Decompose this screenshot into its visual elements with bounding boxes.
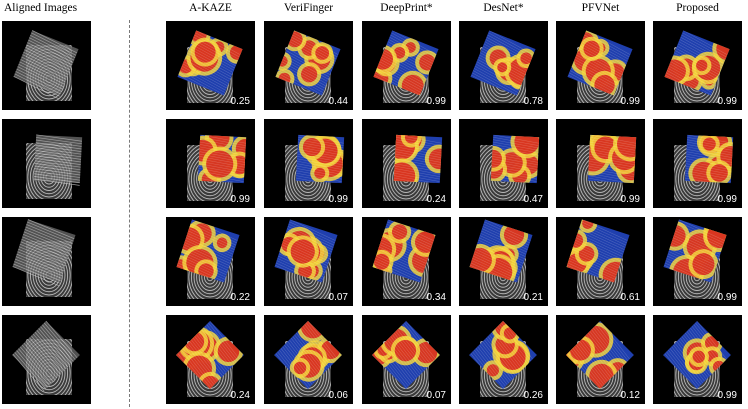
similarity-score: 0.22 [230, 292, 250, 303]
heatmap-cell: 0.99 [653, 217, 742, 306]
aligned-image-cell [2, 217, 91, 306]
heatmap-image [567, 30, 633, 103]
heatmap-image [664, 30, 730, 103]
column-header-verifinger: VeriFinger [283, 2, 334, 14]
similarity-score: 0.99 [717, 96, 737, 107]
heatmap-image [674, 134, 734, 201]
similarity-score: 0.99 [620, 96, 640, 107]
similarity-score: 0.07 [426, 390, 446, 401]
heatmap-image [566, 321, 634, 397]
similarity-score: 0.44 [328, 96, 348, 107]
similarity-score: 0.06 [328, 390, 348, 401]
heatmap-image [469, 219, 533, 299]
heatmap-image [176, 321, 244, 397]
similarity-score: 0.34 [426, 292, 446, 303]
heatmap-image [469, 321, 537, 397]
heatmap-cell: 0.47 [459, 119, 548, 208]
heatmap-image [663, 321, 731, 397]
aligned-image [12, 320, 80, 395]
heatmap-image [470, 30, 536, 103]
heatmap-cell: 0.07 [362, 315, 451, 404]
similarity-score: 0.99 [620, 194, 640, 205]
similarity-score: 0.99 [717, 292, 737, 303]
heatmap-cell: 0.06 [264, 315, 353, 404]
heatmap-image [176, 219, 240, 299]
heatmap-cell: 0.99 [653, 119, 742, 208]
similarity-score: 0.12 [620, 390, 640, 401]
similarity-score: 0.61 [620, 292, 640, 303]
heatmap-cell: 0.78 [459, 21, 548, 110]
aligned-image [13, 30, 79, 101]
heatmap-image [663, 219, 727, 299]
column-header-aligned-images: Aligned Images [4, 2, 78, 14]
heatmap-cell: 0.99 [653, 21, 742, 110]
similarity-score: 0.99 [717, 194, 737, 205]
heatmap-image [480, 134, 540, 201]
column-divider [129, 20, 130, 407]
heatmap-image [285, 134, 345, 201]
similarity-score: 0.25 [230, 96, 250, 107]
heatmap-image [177, 30, 243, 103]
similarity-score: 0.21 [523, 292, 543, 303]
aligned-image-cell [2, 119, 91, 208]
similarity-score: 0.99 [230, 194, 250, 205]
similarity-score: 0.99 [426, 96, 446, 107]
column-header-akaze: A-KAZE [189, 2, 232, 14]
heatmap-cell: 0.99 [556, 21, 645, 110]
heatmap-image [274, 219, 338, 299]
heatmap-image [566, 219, 630, 299]
aligned-image [26, 134, 83, 199]
heatmap-image [274, 321, 342, 397]
column-header-desnet: DesNet* [483, 2, 524, 14]
similarity-score: 0.24 [230, 390, 250, 401]
heatmap-image [373, 30, 439, 103]
similarity-score: 0.78 [523, 96, 543, 107]
heatmap-cell: 0.07 [264, 217, 353, 306]
heatmap-image [372, 219, 436, 299]
heatmap-cell: 0.12 [556, 315, 645, 404]
heatmap-cell: 0.99 [362, 21, 451, 110]
heatmap-cell: 0.24 [166, 315, 255, 404]
heatmap-cell: 0.99 [556, 119, 645, 208]
heatmap-cell: 0.22 [166, 217, 255, 306]
heatmap-cell: 0.24 [362, 119, 451, 208]
similarity-score: 0.26 [523, 390, 543, 401]
heatmap-cell: 0.99 [166, 119, 255, 208]
heatmap-cell: 0.99 [264, 119, 353, 208]
heatmap-image [383, 134, 443, 201]
heatmap-cell: 0.26 [459, 315, 548, 404]
aligned-image [12, 219, 76, 297]
heatmap-image [577, 134, 637, 201]
heatmap-cell: 0.25 [166, 21, 255, 110]
heatmap-cell: 0.99 [653, 315, 742, 404]
heatmap-cell: 0.44 [264, 21, 353, 110]
heatmap-image [275, 30, 341, 103]
aligned-image-cell [2, 315, 91, 404]
similarity-score: 0.47 [523, 194, 543, 205]
similarity-score: 0.99 [717, 390, 737, 401]
similarity-score: 0.99 [328, 194, 348, 205]
similarity-score: 0.24 [426, 194, 446, 205]
heatmap-cell: 0.21 [459, 217, 548, 306]
heatmap-image [372, 321, 440, 397]
heatmap-cell: 0.34 [362, 217, 451, 306]
column-header-deepprint: DeepPrint* [380, 2, 433, 14]
column-header-proposed: Proposed [676, 2, 719, 14]
column-header-pfvnet: PFVNet [581, 2, 620, 14]
heatmap-cell: 0.61 [556, 217, 645, 306]
aligned-image-cell [2, 21, 91, 110]
similarity-score: 0.07 [328, 292, 348, 303]
heatmap-image [187, 134, 247, 201]
